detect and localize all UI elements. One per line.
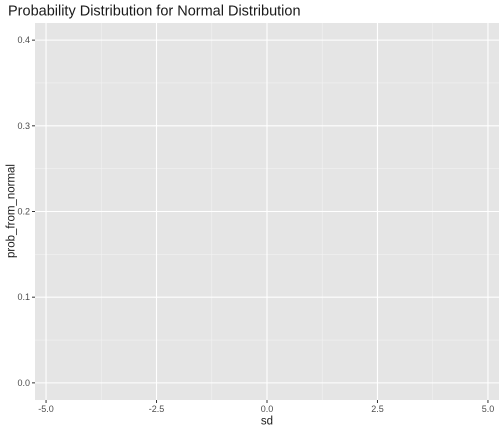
x-tick-label: -5.0: [38, 404, 54, 414]
x-tick-label: 5.0: [482, 404, 495, 414]
x-axis-title: sd: [261, 416, 273, 428]
x-axis: -5.0 -2.5 0.0 2.5 5.0: [38, 400, 494, 414]
chart-title: Probability Distribution for Normal Dist…: [8, 4, 301, 20]
x-tick-label: 2.5: [371, 404, 384, 414]
y-tick-label: 0.2: [17, 207, 30, 217]
x-tick-label: -2.5: [149, 404, 165, 414]
y-tick-label: 0.0: [17, 378, 30, 388]
x-tick-label: 0.0: [261, 404, 274, 414]
y-tick-label: 0.1: [17, 292, 30, 302]
y-axis-title: prob_from_normal: [6, 164, 18, 258]
y-tick-label: 0.3: [17, 121, 30, 131]
y-axis: 0.0 0.1 0.2 0.3 0.4: [17, 35, 35, 388]
major-grid: [35, 23, 499, 400]
y-tick-label: 0.4: [17, 35, 30, 45]
